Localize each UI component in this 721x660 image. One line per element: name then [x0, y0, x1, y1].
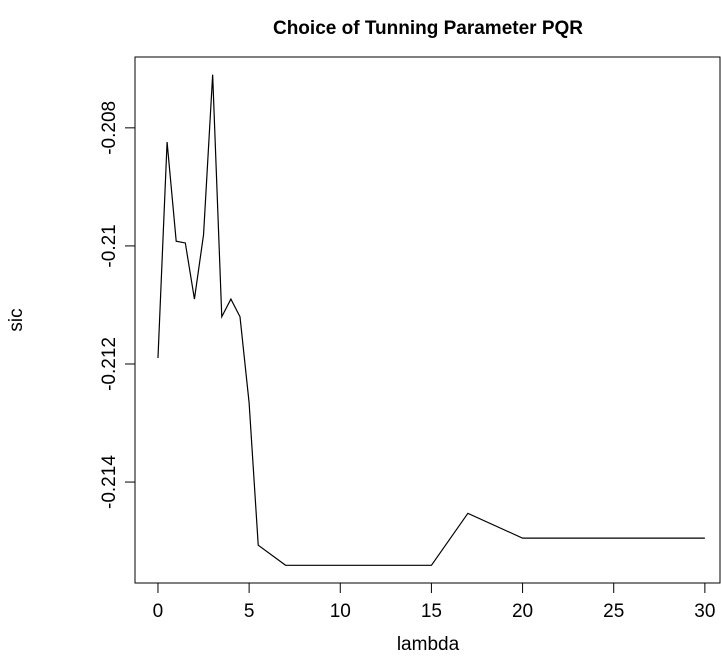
y-tick-label: -0.212	[99, 337, 120, 391]
y-tick-label: -0.21	[99, 224, 120, 267]
y-axis-label: sic	[6, 308, 27, 331]
x-tick-label: 0	[153, 601, 164, 622]
chart-title: Choice of Tunning Parameter PQR	[273, 18, 583, 39]
data-line	[157, 74, 705, 566]
x-tick-label: 20	[512, 601, 533, 622]
y-tick-label: -0.208	[99, 101, 120, 155]
x-tick-label: 30	[694, 601, 715, 622]
x-tick-label: 5	[244, 601, 255, 622]
x-axis-label: lambda	[397, 634, 460, 655]
y-tick-label: -0.214	[99, 455, 120, 509]
plot-box	[134, 56, 721, 584]
x-tick-label: 10	[330, 601, 351, 622]
x-tick-label: 25	[603, 601, 624, 622]
x-tick-label: 15	[421, 601, 442, 622]
